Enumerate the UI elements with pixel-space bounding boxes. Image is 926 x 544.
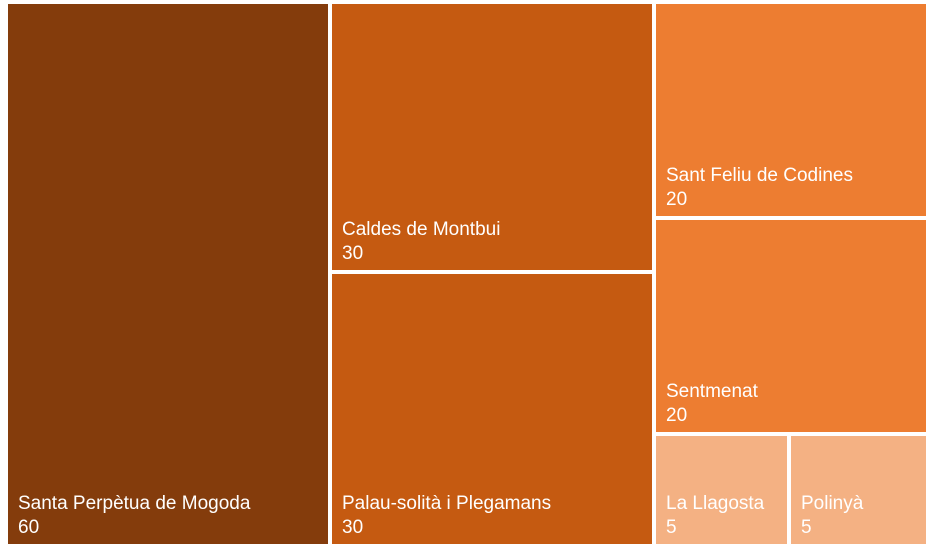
tile-value: 5 — [666, 517, 677, 538]
treemap-tile: Palau-solità i Plegamans 30 — [332, 274, 652, 544]
tile-value: 30 — [342, 517, 364, 538]
tile-label: Caldes de Montbui — [342, 219, 501, 240]
tile-label: Sant Feliu de Codines — [666, 165, 853, 186]
tile-value: 5 — [801, 517, 812, 538]
treemap-tile: Sentmenat 20 — [656, 220, 926, 432]
tile-value: 20 — [666, 189, 688, 210]
treemap-tile: Polinyà 5 — [791, 436, 926, 544]
tile-label: La Llagosta — [666, 493, 765, 514]
treemap-tile: Sant Feliu de Codines 20 — [656, 4, 926, 216]
tile-value: 30 — [342, 243, 364, 264]
tile-value: 60 — [18, 517, 40, 538]
treemap-tile: Caldes de Montbui 30 — [332, 4, 652, 270]
tile-label: Sentmenat — [666, 381, 758, 402]
tile-label: Santa Perpètua de Mogoda — [18, 493, 251, 514]
tile-label: Polinyà — [801, 493, 864, 514]
treemap-tile: La Llagosta 5 — [656, 436, 787, 544]
treemap-tile: Santa Perpètua de Mogoda 60 — [8, 4, 328, 544]
tile-label: Palau-solità i Plegamans — [342, 493, 552, 514]
tile-value: 20 — [666, 405, 688, 426]
